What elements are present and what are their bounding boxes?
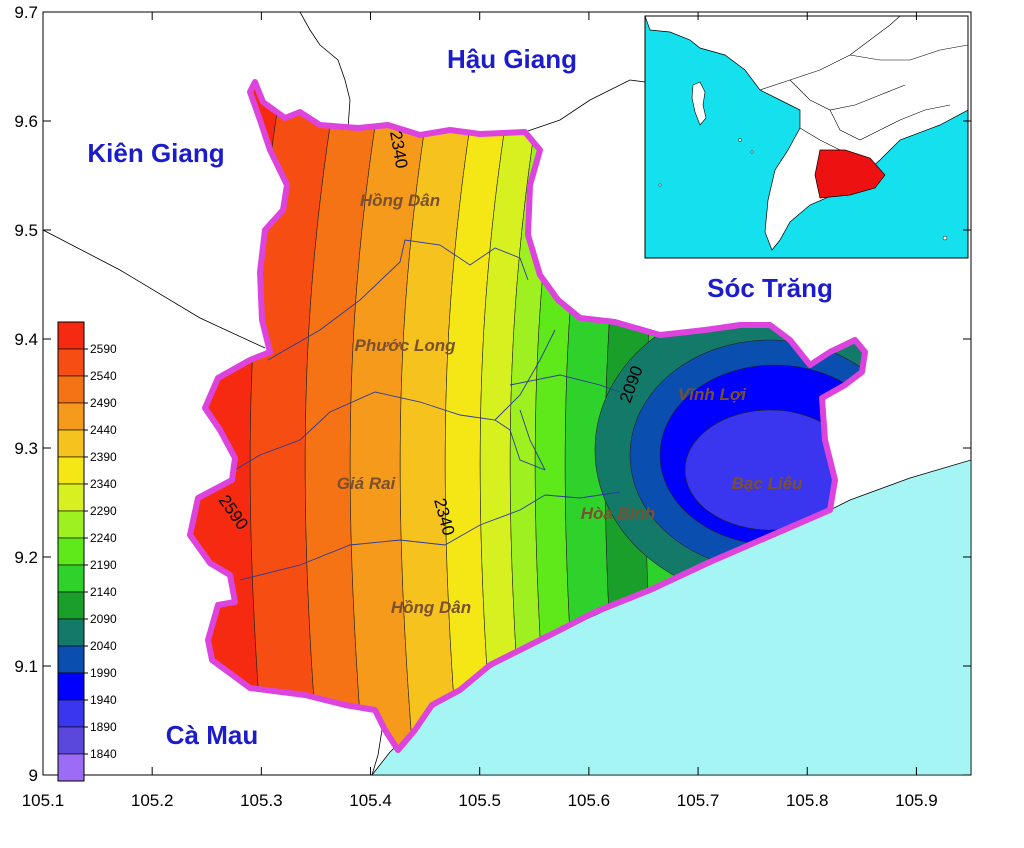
y-tick-label: 9 [29,766,38,785]
neighbor-boundary-soc-trang [524,79,646,133]
district-label-hong-dan-north: Hồng Dân [360,191,440,210]
district-label-hoa-binh: Hòa Bình [581,504,656,523]
legend-label: 2540 [90,369,117,383]
legend-frame [57,321,85,782]
y-axis: 9.7 9.6 9.5 9.4 9.3 9.2 9.1 9 [14,3,971,785]
x-axis: 105.1 105.2 105.3 105.4 105.5 105.6 105.7 105.8… [22,12,938,810]
legend-label: 2190 [90,558,117,572]
district-label-hong-dan-south: Hồng Dân [391,598,471,617]
legend-swatch [57,753,85,782]
legend-label: 2590 [90,342,117,356]
legend-label: 2140 [90,585,117,599]
bac-lieu-boundary [187,79,868,753]
district-label-vinh-loi: Vĩnh Lợi [678,385,747,404]
legend-label: 1990 [90,666,117,680]
x-tick-label: 105.7 [677,791,720,810]
legend-swatch [57,348,85,377]
legend-swatch [57,402,85,431]
legend-swatch [57,726,85,755]
legend-swatch [57,429,85,458]
neighbor-boundary-hau-giang [299,12,351,129]
legend-label: 2290 [90,504,117,518]
district-label-bac-lieu: Bạc Liêu [732,474,803,493]
x-tick-label: 105.2 [131,791,174,810]
inset-bac-lieu-highlight [814,149,886,199]
province-label-kien-giang: Kiên Giang [87,138,224,168]
legend-swatch [57,456,85,485]
legend-swatch [57,591,85,620]
district-label-phuoc-long: Phước Long [355,336,457,355]
y-tick-label: 9.7 [14,3,38,22]
y-tick-label: 9.1 [14,657,38,676]
legend-swatch [57,483,85,512]
legend-swatch [57,564,85,593]
x-tick-label: 105.3 [240,791,283,810]
neighbor-boundary-kien-giang [43,229,266,349]
y-tick-label: 9.3 [14,439,38,458]
district-label-gia-rai: Giá Rai [337,474,397,493]
x-tick-label: 105.5 [458,791,501,810]
legend-swatch [57,699,85,728]
legend-label: 1940 [90,693,117,707]
y-tick-label: 9.2 [14,548,38,567]
legend-label: 1890 [90,720,117,734]
legend-label: 2340 [90,477,117,491]
legend-label: 2440 [90,423,117,437]
legend-swatch [57,672,85,701]
legend-swatch [57,375,85,404]
x-tick-label: 105.8 [786,791,829,810]
legend-label: 2040 [90,639,117,653]
district-borders [217,239,621,581]
y-tick-label: 9.5 [14,221,38,240]
legend-label: 1840 [90,747,117,761]
legend-label: 2090 [90,612,117,626]
legend-swatch [57,510,85,539]
x-tick-label: 105.6 [568,791,611,810]
y-tick-label: 9.4 [14,330,38,349]
legend-swatch [57,645,85,674]
legend: 2590 2540 2490 2440 2390 2340 2290 2240 2190 2140… [57,321,117,782]
province-label-ca-mau: Cà Mau [166,720,258,750]
legend-swatch [57,537,85,566]
legend-label: 2390 [90,450,117,464]
province-label-soc-trang: Sóc Trăng [707,273,833,303]
legend-label: 2490 [90,396,117,410]
legend-label: 2240 [90,531,117,545]
y-tick-label: 9.6 [14,112,38,131]
legend-swatch [57,321,85,350]
x-tick-label: 105.9 [895,791,938,810]
legend-swatch [57,618,85,647]
x-tick-label: 105.1 [22,791,65,810]
inset-map [644,15,969,259]
province-label-hau-giang: Hậu Giang [447,44,577,74]
x-tick-label: 105.4 [349,791,392,810]
